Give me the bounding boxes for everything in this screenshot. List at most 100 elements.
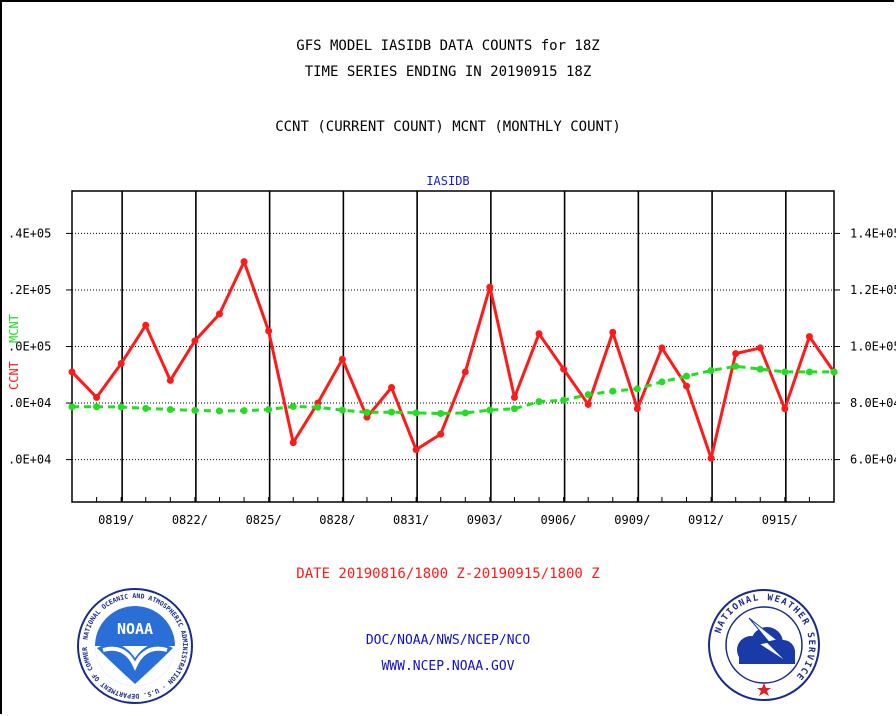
left-tick-label: .2E+05 [8, 283, 51, 297]
x-tick-label: 0909/ [614, 513, 650, 527]
point-ccnt [215, 310, 223, 318]
date-range-label: DATE 20190816/1800 Z-20190915/1800 Z [296, 566, 600, 582]
point-ccnt [240, 258, 248, 266]
point-mcnt [289, 402, 297, 410]
x-tick-label: 0912/ [688, 513, 724, 527]
point-ccnt [781, 405, 789, 413]
point-mcnt [683, 372, 691, 380]
series-line-mcnt [72, 364, 834, 415]
nws-logo-icon: NATIONAL WEATHER SERVICE [708, 589, 820, 701]
noaa-logo-icon: NATIONAL OCEANIC AND ATMOSPHERIC ADMINIS… [75, 586, 193, 704]
point-ccnt [609, 328, 617, 336]
ylabel-mcnt: MCNT [7, 314, 21, 343]
point-mcnt [388, 408, 396, 416]
point-ccnt [683, 382, 691, 390]
point-mcnt [707, 367, 715, 375]
point-ccnt [388, 383, 396, 391]
point-ccnt [93, 393, 101, 401]
left-tick-label: .4E+05 [8, 226, 51, 240]
point-ccnt [756, 344, 764, 352]
point-ccnt [633, 405, 641, 413]
point-mcnt [732, 362, 740, 370]
x-tick-label: 0903/ [467, 513, 503, 527]
axis-labels: .4E+05 1.4E+05 .2E+05 1.2E+05 .0E+05 1.0E+05.… [8, 226, 896, 527]
x-tick-label: 0915/ [762, 513, 798, 527]
point-ccnt [535, 330, 543, 338]
point-mcnt [117, 403, 125, 411]
series-layer [68, 258, 838, 462]
x-tick-label: 0906/ [541, 513, 577, 527]
x-tick-label: 0828/ [319, 513, 355, 527]
right-tick-label: 1.4E+05 [850, 226, 896, 240]
ylabel-ccnt: CCNT [7, 361, 21, 390]
point-mcnt [191, 406, 199, 414]
left-tick-label: .0E+05 [8, 340, 51, 354]
point-ccnt [510, 393, 518, 401]
point-ccnt [117, 359, 125, 367]
point-mcnt [535, 398, 543, 406]
point-mcnt [437, 410, 445, 418]
point-ccnt [707, 454, 715, 462]
footer-url: WWW.NCEP.NOAA.GOV [381, 659, 515, 674]
right-tick-label: 1.2E+05 [850, 283, 896, 297]
point-ccnt [412, 446, 420, 454]
point-mcnt [93, 403, 101, 411]
point-mcnt [265, 406, 273, 414]
point-ccnt [437, 430, 445, 438]
x-tick-label: 0831/ [393, 513, 429, 527]
grid [72, 191, 834, 502]
point-mcnt [584, 391, 592, 399]
point-mcnt [142, 404, 150, 412]
point-mcnt [609, 387, 617, 395]
left-tick-label: .0E+04 [8, 453, 51, 467]
point-mcnt [412, 409, 420, 417]
point-ccnt [461, 368, 469, 376]
point-mcnt [756, 365, 764, 373]
chart-title-line2: TIME SERIES ENDING IN 20190915 18Z [304, 64, 592, 80]
point-ccnt [338, 355, 346, 363]
point-ccnt [191, 337, 199, 345]
x-tick-label: 0819/ [98, 513, 134, 527]
point-mcnt [560, 396, 568, 404]
point-mcnt [166, 406, 174, 414]
point-mcnt [215, 407, 223, 415]
point-mcnt [363, 408, 371, 416]
point-mcnt [633, 385, 641, 393]
point-ccnt [68, 368, 76, 376]
point-ccnt [289, 439, 297, 447]
point-mcnt [781, 368, 789, 376]
chart-title-line1: GFS MODEL IASIDB DATA COUNTS for 18Z [296, 38, 600, 54]
x-tick-label: 0822/ [172, 513, 208, 527]
right-tick-label: 6.0E+04 [850, 453, 896, 467]
point-mcnt [510, 405, 518, 413]
right-tick-label: 8.0E+04 [850, 396, 896, 410]
series-line-ccnt [70, 260, 836, 460]
point-mcnt [461, 409, 469, 417]
point-ccnt [658, 344, 666, 352]
point-mcnt [338, 406, 346, 414]
point-ccnt [584, 400, 592, 408]
point-ccnt [166, 376, 174, 384]
point-ccnt [805, 333, 813, 341]
footer-org: DOC/NOAA/NWS/NCEP/NCO [365, 633, 531, 648]
point-ccnt [560, 365, 568, 373]
noaa-logo-text: NOAA [117, 620, 153, 638]
point-mcnt [314, 403, 322, 411]
chart-subtitle: CCNT (CURRENT COUNT) MCNT (MONTHLY COUNT… [275, 119, 621, 135]
point-mcnt [486, 406, 494, 414]
point-ccnt [732, 350, 740, 358]
point-mcnt [805, 368, 813, 376]
left-tick-label: .0E+04 [8, 396, 51, 410]
point-ccnt [363, 413, 371, 421]
point-ccnt [486, 283, 494, 291]
point-ccnt [265, 327, 273, 335]
point-mcnt [68, 403, 76, 411]
right-tick-label: 1.0E+05 [850, 340, 896, 354]
point-ccnt [142, 321, 150, 329]
x-tick-label: 0825/ [246, 513, 282, 527]
panel-title: IASIDB [426, 174, 469, 188]
point-mcnt [240, 407, 248, 415]
point-mcnt [658, 378, 666, 386]
point-mcnt [830, 368, 838, 376]
